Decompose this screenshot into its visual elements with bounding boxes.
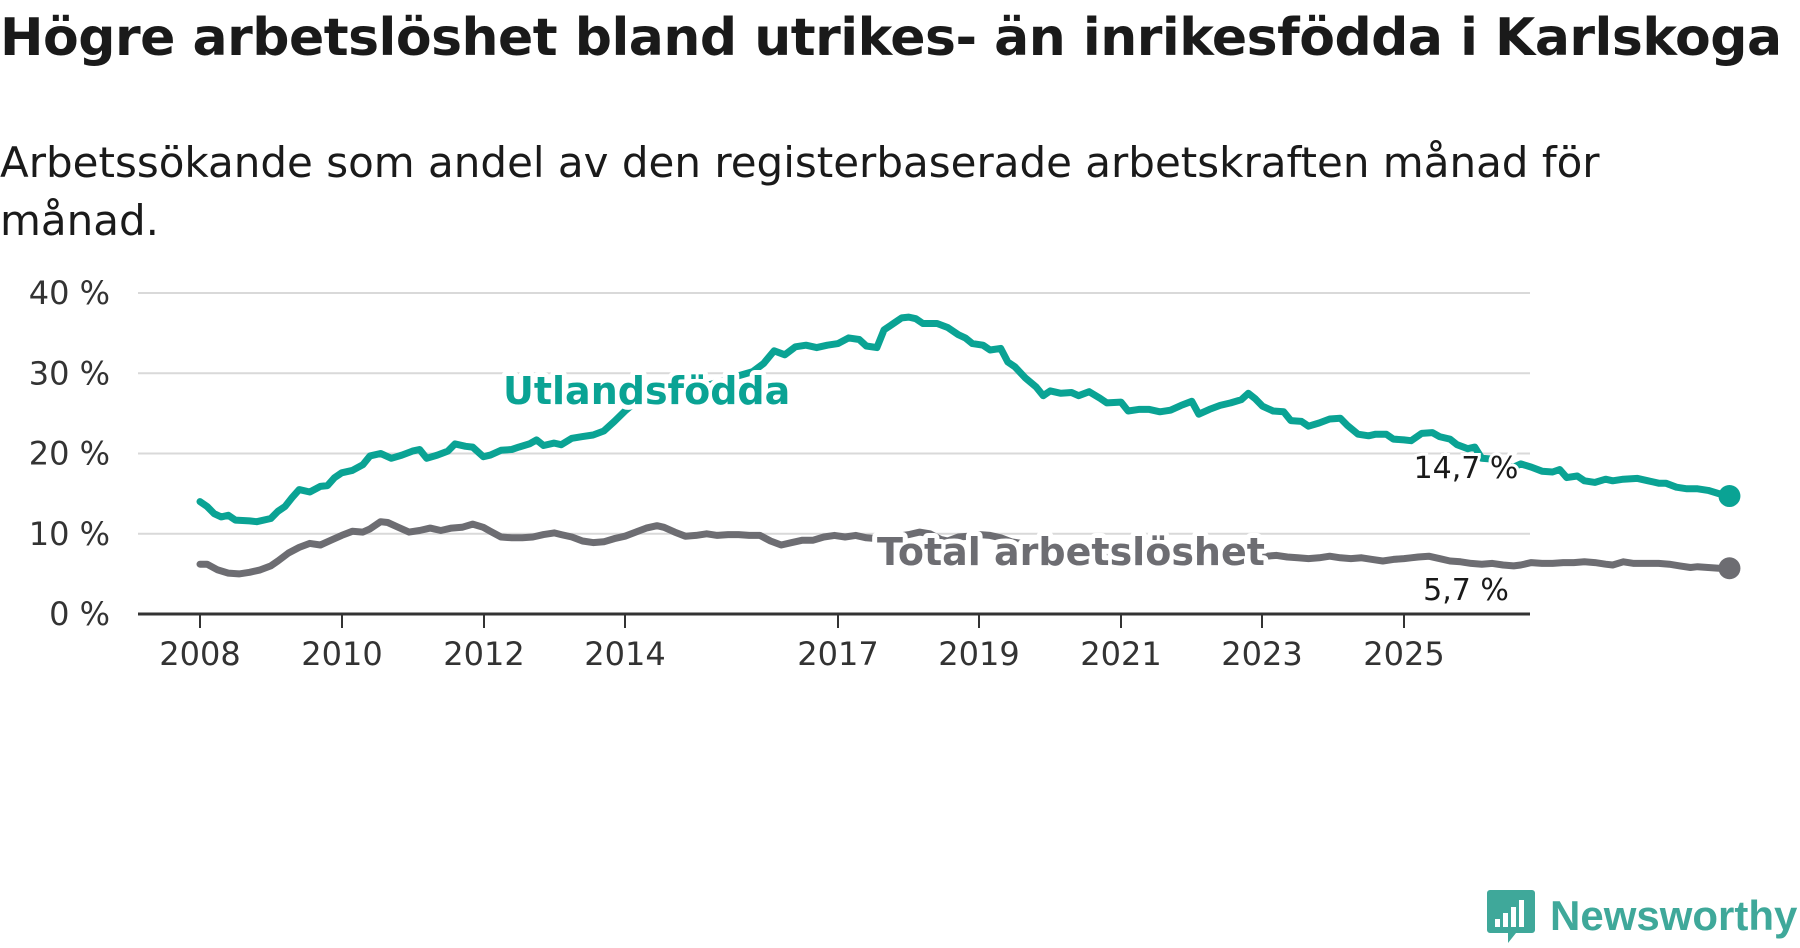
x-tick-label: 2008 bbox=[159, 635, 240, 673]
x-tick-label: 2010 bbox=[301, 635, 382, 673]
y-tick-label: 30 % bbox=[29, 354, 110, 392]
x-tick-label: 2017 bbox=[797, 635, 878, 673]
series-line-utlandsfodda bbox=[196, 313, 1733, 526]
series-labels: Utlandsfödda Total arbetslöshet 14,7 % 5,7 … bbox=[498, 364, 1521, 611]
newsworthy-logo-icon bbox=[1487, 890, 1535, 943]
x-tick-label: 2023 bbox=[1221, 635, 1302, 673]
x-tick-label: 2014 bbox=[584, 635, 665, 673]
newsworthy-logo[interactable]: Newsworthy bbox=[1486, 888, 1797, 944]
series-line-total-arbetsloshet bbox=[196, 518, 1733, 578]
series-label-utlandsfodda: Utlandsfödda bbox=[503, 369, 790, 413]
series-lines bbox=[196, 313, 1741, 580]
series-label-total-arbetsloshet: Total arbetslöshet bbox=[877, 530, 1265, 574]
y-tick-label: 0 % bbox=[49, 595, 110, 633]
chart-subtitle: Arbetssökande som andel av den registerb… bbox=[0, 138, 1600, 245]
x-tick-label: 2021 bbox=[1080, 635, 1161, 673]
x-tick-label: 2019 bbox=[938, 635, 1019, 673]
newsworthy-logo-text: Newsworthy bbox=[1550, 892, 1798, 939]
x-tick-label: 2012 bbox=[443, 635, 524, 673]
y-tick-label: 40 % bbox=[29, 274, 110, 312]
y-tick-label: 10 % bbox=[29, 515, 110, 553]
x-tick-label: 2025 bbox=[1363, 635, 1444, 673]
x-axis-ticks: 2008 2010 2012 2014 2017 2019 2021 2023 2025 bbox=[159, 614, 1445, 673]
end-marker-total-arbetsloshet bbox=[1718, 557, 1741, 580]
y-tick-label: 20 % bbox=[29, 435, 110, 473]
y-axis-ticks: 0 % 10 % 20 % 30 % 40 % bbox=[29, 274, 110, 633]
grid-lines bbox=[138, 292, 1530, 535]
chart-title: Högre arbetslöshet bland utrikes- än inr… bbox=[0, 8, 1782, 68]
end-value-label-total-arbetsloshet: 5,7 % bbox=[1423, 573, 1509, 608]
end-marker-utlandsfodda bbox=[1718, 485, 1741, 508]
end-value-label-utlandsfodda: 14,7 % bbox=[1414, 451, 1519, 486]
